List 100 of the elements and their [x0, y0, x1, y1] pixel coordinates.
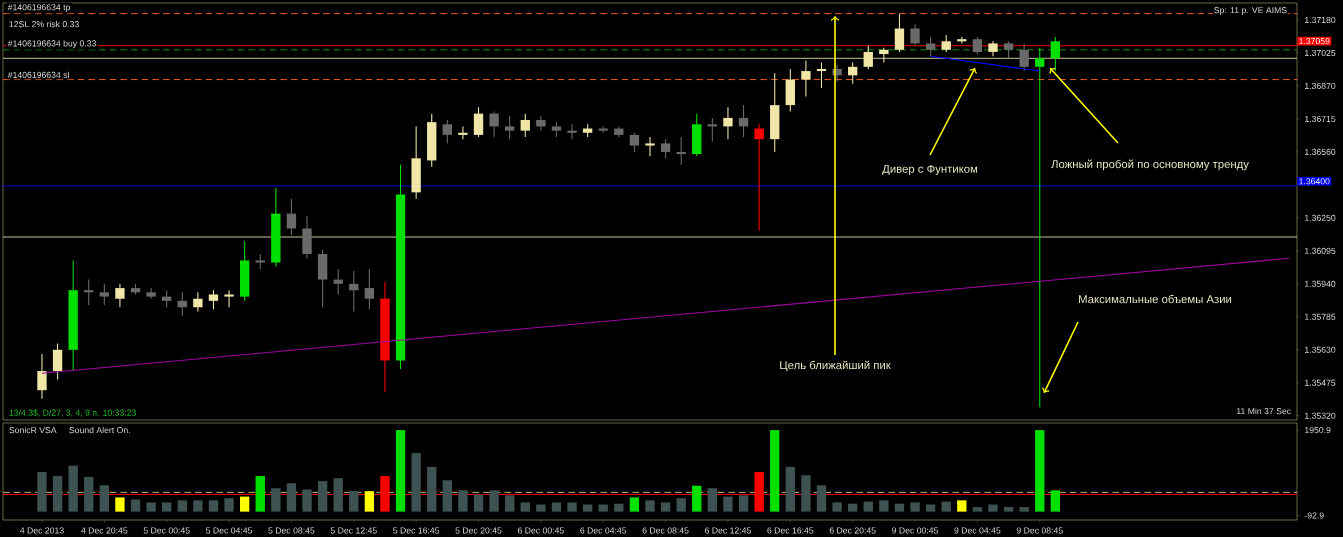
- bar: [349, 491, 359, 512]
- x-tick-label: 6 Dec 12:45: [705, 527, 751, 534]
- candlestick: [925, 36, 936, 57]
- x-tick-label: 6 Dec 04:45: [580, 527, 627, 534]
- bar: [832, 502, 842, 512]
- bar: [941, 501, 951, 512]
- candlestick: [146, 287, 156, 300]
- bar: [68, 465, 78, 512]
- candlestick: [99, 283, 110, 306]
- bar: [130, 499, 141, 512]
- annotation: Максимальные объемы Азии: [1079, 294, 1232, 304]
- x-tick-label: 9 Dec 00:45: [892, 527, 939, 534]
- bar: [972, 507, 983, 512]
- y-tick-label: 1.35320: [1305, 412, 1336, 419]
- ref-line-label: 1.37059: [1299, 38, 1330, 45]
- bar: [302, 489, 312, 512]
- x-tick-label: 6 Dec 20:45: [829, 527, 876, 534]
- candlestick: [551, 121, 562, 138]
- bar: [894, 503, 905, 512]
- bar: [37, 471, 47, 512]
- bar: [489, 490, 499, 512]
- ref-line-label: #1406196634 tp: [7, 4, 70, 13]
- bar: [115, 497, 125, 512]
- bar: [255, 476, 265, 512]
- y-tick-label: 1.36095: [1305, 247, 1336, 254]
- bar: [84, 476, 94, 512]
- candlestick: [988, 40, 998, 57]
- candlestick: [208, 289, 219, 310]
- bar: [707, 488, 718, 512]
- annotation: Sp: 11 p. VE AIMS: [1214, 7, 1287, 15]
- y-tick-label: 1.36250: [1305, 214, 1336, 221]
- bar: [146, 502, 156, 512]
- x-tick-label: 5 Dec 12:45: [330, 527, 377, 534]
- bar: [411, 453, 421, 512]
- annotation: SonicR VSA: [9, 426, 57, 434]
- bar: [692, 485, 702, 512]
- annotation: 12SL 2% risk 0.33: [9, 20, 79, 28]
- bar: [660, 502, 671, 512]
- x-tick-label: 4 Dec 20:45: [81, 527, 128, 534]
- bar: [239, 496, 250, 512]
- bar: [536, 504, 546, 512]
- x-tick-label: 9 Dec 04:45: [954, 527, 1001, 534]
- bar: [1003, 507, 1014, 512]
- bar: [1019, 507, 1029, 512]
- bar: [286, 483, 297, 512]
- candlestick: [68, 259, 78, 372]
- ref-line-label: 1.36400: [1299, 178, 1330, 185]
- ref-line-label: #1406196634 sl: [7, 71, 69, 78]
- ref-line-label: #1406196634 buy 0.33: [7, 40, 96, 49]
- bar: [582, 504, 593, 512]
- x-tick-label: 5 Dec 04:45: [206, 527, 253, 534]
- bar: [879, 500, 889, 512]
- y-tick-label: 1.36560: [1305, 148, 1336, 156]
- bar: [957, 500, 967, 512]
- y-tick-label: 1950.9: [1305, 427, 1331, 434]
- x-tick-label: 5 Dec 20:45: [455, 527, 502, 534]
- bar: [442, 480, 453, 512]
- candlestick: [645, 136, 655, 157]
- bar: [333, 478, 343, 512]
- y-tick-label: 1.36715: [1305, 115, 1336, 123]
- annotation: Дивер с Фунтиком: [882, 164, 978, 176]
- bar: [598, 504, 608, 512]
- x-tick-label: 6 Dec 08:45: [642, 527, 689, 534]
- y-tick-label: 1.37025: [1305, 49, 1336, 57]
- bar: [988, 504, 998, 512]
- annotation: Цель ближайший пик: [780, 360, 891, 372]
- bar: [1035, 430, 1045, 512]
- y-tick-label: 1.35475: [1305, 379, 1336, 386]
- bar: [676, 498, 686, 512]
- candlestick: [271, 187, 281, 268]
- bar: [52, 476, 63, 512]
- bar: [224, 498, 234, 512]
- bar: [723, 496, 733, 512]
- x-tick-label: 9 Dec 08:45: [1016, 527, 1063, 534]
- bar: [848, 503, 858, 512]
- bar: [801, 475, 811, 512]
- bar: [473, 494, 484, 512]
- bar: [816, 485, 827, 512]
- bar: [770, 430, 780, 512]
- bar: [317, 481, 328, 512]
- x-tick-label: 6 Dec 16:45: [767, 527, 814, 534]
- bar: [645, 500, 655, 512]
- bar: [208, 500, 219, 512]
- bar: [629, 497, 640, 512]
- bar: [1050, 490, 1061, 512]
- y-tick-label: -92.9: [1304, 512, 1324, 519]
- bar: [738, 495, 749, 512]
- annotation: 11 Min 37 Sec: [1236, 407, 1291, 415]
- y-tick-label: 1.37180: [1305, 16, 1336, 24]
- y-tick-label: 1.35785: [1305, 313, 1336, 320]
- bar: [162, 502, 172, 512]
- bar: [925, 504, 936, 512]
- bar: [785, 466, 795, 512]
- candlestick: [255, 253, 265, 270]
- candlestick: [224, 289, 234, 308]
- bar: [520, 502, 530, 512]
- bar: [177, 500, 187, 512]
- bar: [193, 500, 203, 512]
- bar: [551, 502, 562, 512]
- candlestick: [801, 59, 811, 98]
